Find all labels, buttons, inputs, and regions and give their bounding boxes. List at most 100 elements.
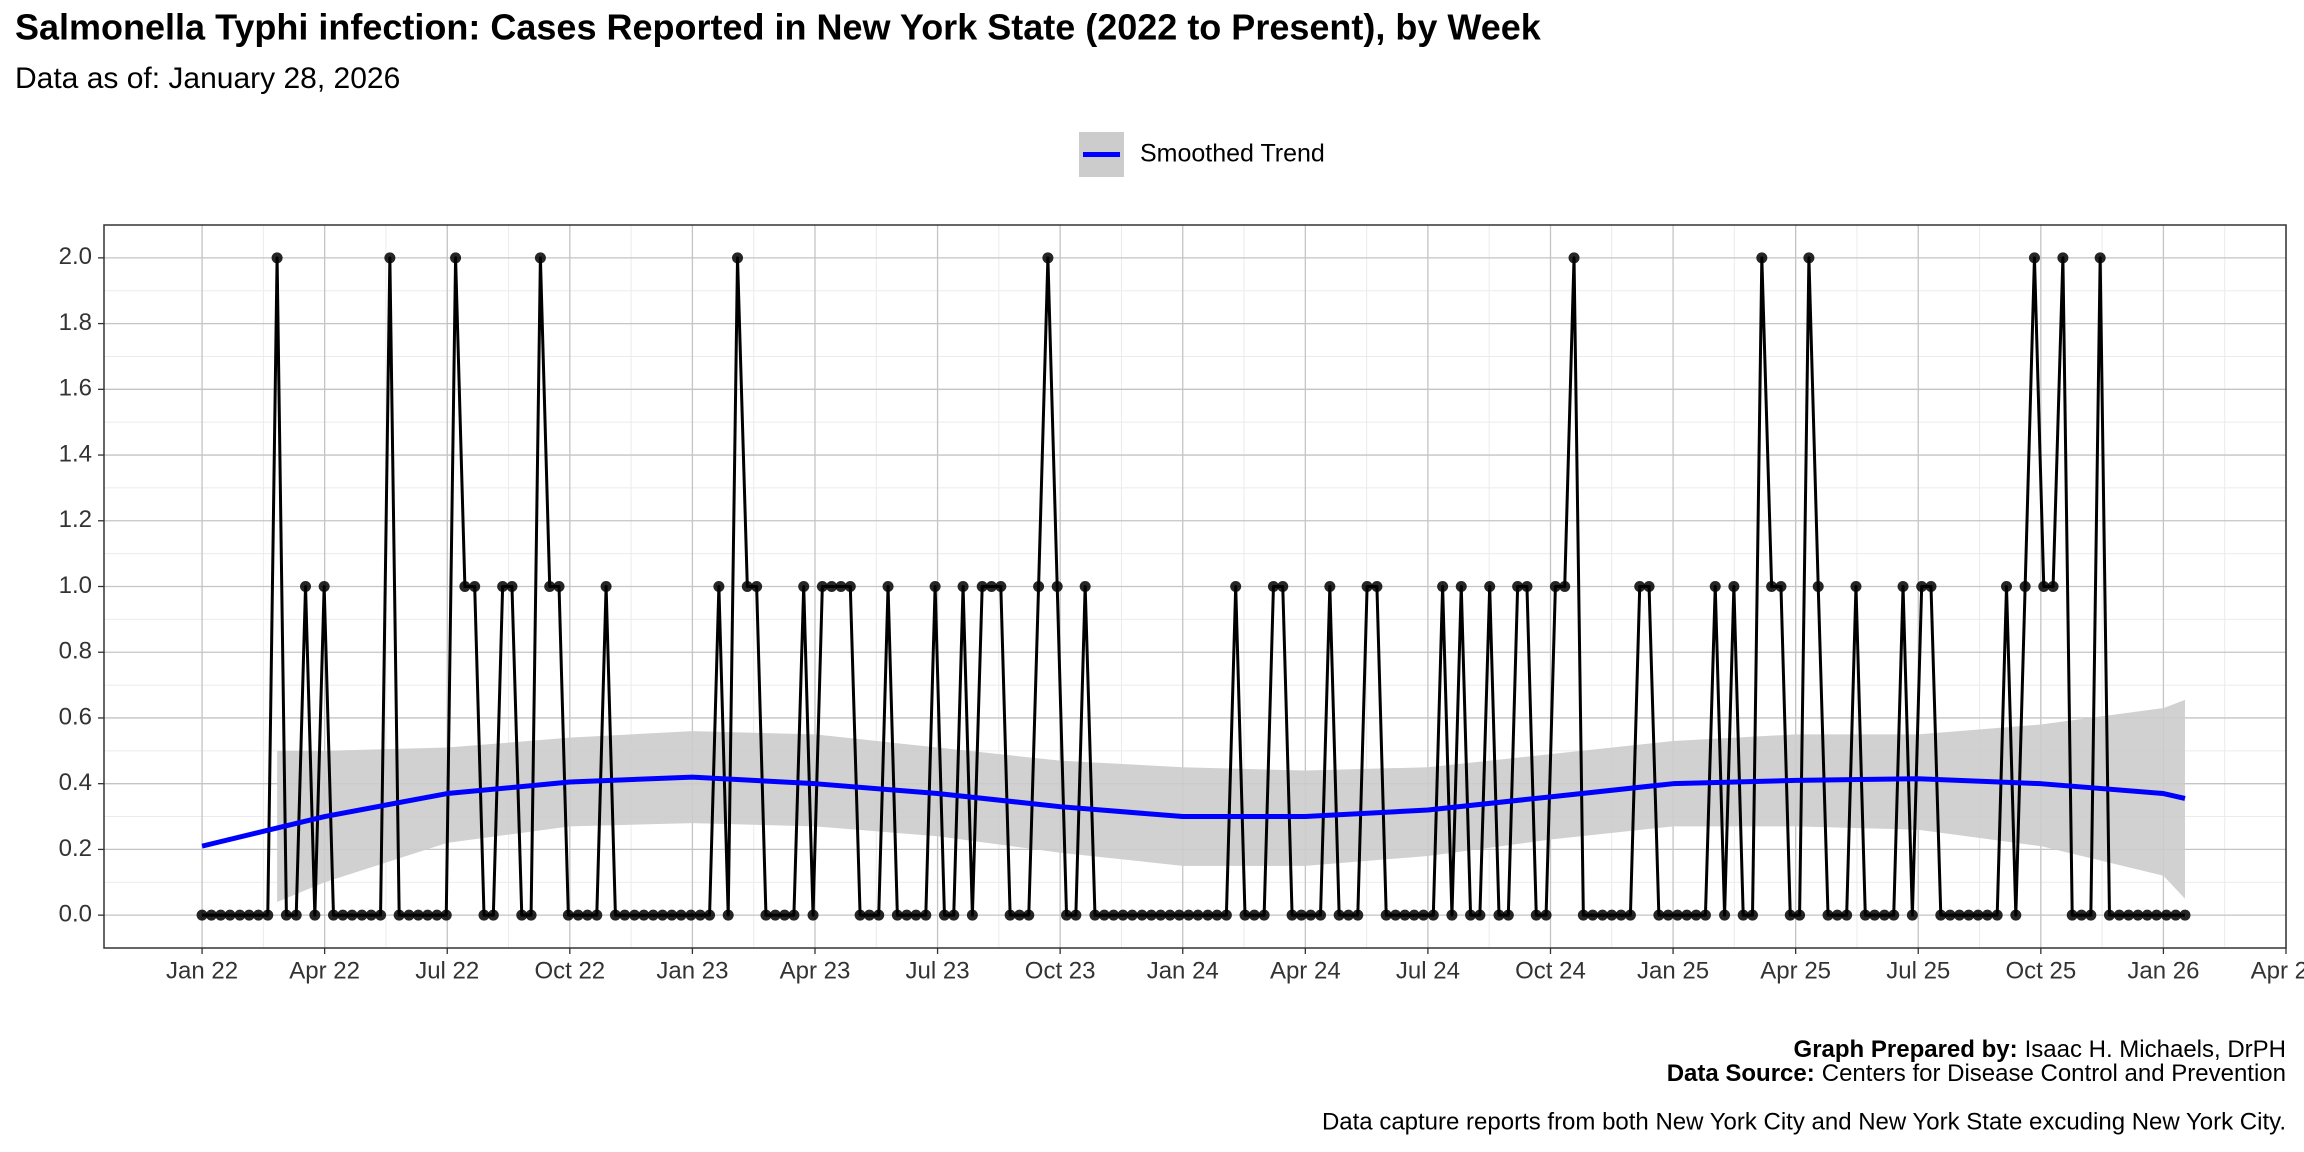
- panel-border: [103, 224, 2287, 949]
- data-point: [1699, 909, 1711, 921]
- x-tick-label: Oct 23: [1025, 957, 1096, 984]
- data-point: [450, 252, 462, 264]
- y-tick-label: 1.0: [59, 572, 92, 599]
- data-point: [1417, 909, 1429, 921]
- data-point: [713, 581, 725, 592]
- data-point: [1380, 909, 1392, 921]
- data-point: [1737, 909, 1749, 921]
- data-point: [1361, 581, 1373, 592]
- data-point: [1258, 909, 1270, 921]
- data-point: [1324, 581, 1336, 592]
- y-tick-label: 0.2: [59, 835, 92, 862]
- data-point: [807, 909, 819, 921]
- data-point: [1437, 581, 1449, 592]
- data-point: [1089, 909, 1101, 921]
- data-point: [1248, 909, 1260, 921]
- data-point: [1728, 581, 1740, 592]
- data-point: [1371, 581, 1383, 592]
- data-point: [290, 909, 302, 921]
- data-point: [553, 581, 565, 592]
- x-tick-label: Jan 24: [1147, 957, 1219, 984]
- x-tick-label: Jul 25: [1886, 957, 1950, 984]
- data-point: [1117, 909, 1129, 921]
- data-point: [506, 581, 518, 592]
- data-point: [1239, 909, 1251, 921]
- data-point: [1192, 909, 1204, 921]
- x-tick-label: Apr 26: [2251, 957, 2304, 984]
- data-point: [1013, 909, 1025, 921]
- data-point: [1559, 581, 1571, 592]
- data-point: [1869, 909, 1881, 921]
- data-point: [469, 581, 481, 592]
- data-point: [562, 909, 574, 921]
- data-point: [1643, 581, 1655, 592]
- y-tick-label: 1.4: [59, 440, 92, 467]
- data-point: [957, 581, 969, 592]
- data-point: [1981, 909, 1993, 921]
- data-point: [1549, 581, 1561, 592]
- data-point: [1615, 909, 1627, 921]
- data-source-label: Data Source:: [1667, 1060, 1815, 1087]
- data-point: [431, 909, 443, 921]
- data-point: [1474, 909, 1486, 921]
- data-point: [2038, 581, 2050, 592]
- data-point: [675, 909, 687, 921]
- data-point: [1493, 909, 1505, 921]
- data-point: [779, 909, 791, 921]
- data-point: [1606, 909, 1618, 921]
- data-point: [1512, 581, 1524, 592]
- data-point: [1408, 909, 1420, 921]
- x-tick-label: Oct 22: [534, 957, 605, 984]
- data-point: [1775, 581, 1787, 592]
- data-point: [1033, 581, 1045, 592]
- data-point: [1098, 909, 1110, 921]
- data-point: [1173, 909, 1185, 921]
- data-point: [910, 909, 922, 921]
- data-point: [1671, 909, 1683, 921]
- data-point: [1747, 909, 1759, 921]
- data-point: [600, 581, 612, 592]
- data-point: [384, 252, 396, 264]
- y-tick-label: 1.2: [59, 506, 92, 533]
- data-point: [1051, 581, 1063, 592]
- y-tick-label: 0.8: [59, 638, 92, 665]
- y-tick-label: 0.0: [59, 900, 92, 927]
- data-point: [854, 909, 866, 921]
- data-point: [1295, 909, 1307, 921]
- data-point: [638, 909, 650, 921]
- data-point: [1342, 909, 1354, 921]
- data-point: [243, 909, 255, 921]
- data-point: [863, 909, 875, 921]
- data-point: [1784, 909, 1796, 921]
- data-point: [760, 909, 772, 921]
- data-point: [1653, 909, 1665, 921]
- prepared-by: Graph Prepared by: Isaac H. Michaels, DrP…: [1794, 1036, 2286, 1063]
- data-point: [497, 581, 509, 592]
- data-point: [1145, 909, 1157, 921]
- data-point: [629, 909, 641, 921]
- data-point: [2103, 909, 2115, 921]
- data-point: [1944, 909, 1956, 921]
- chart-subtitle: Data as of: January 28, 2026: [15, 62, 400, 95]
- x-tick-label: Oct 24: [1515, 957, 1586, 984]
- data-point: [666, 909, 678, 921]
- data-point: [1023, 909, 1035, 921]
- data-point: [1164, 909, 1176, 921]
- data-point: [1521, 581, 1533, 592]
- data-point: [2123, 909, 2135, 921]
- data-point: [224, 909, 236, 921]
- data-point: [478, 909, 490, 921]
- data-point: [1202, 909, 1214, 921]
- data-point: [1465, 909, 1477, 921]
- data-point: [1935, 909, 1947, 921]
- data-point: [346, 909, 358, 921]
- data-point: [337, 909, 349, 921]
- data-point: [1766, 581, 1778, 592]
- data-point: [1183, 909, 1195, 921]
- data-point: [1859, 909, 1871, 921]
- data-point: [1596, 909, 1608, 921]
- data-point: [1831, 909, 1843, 921]
- data-point: [1681, 909, 1693, 921]
- data-point: [309, 909, 321, 921]
